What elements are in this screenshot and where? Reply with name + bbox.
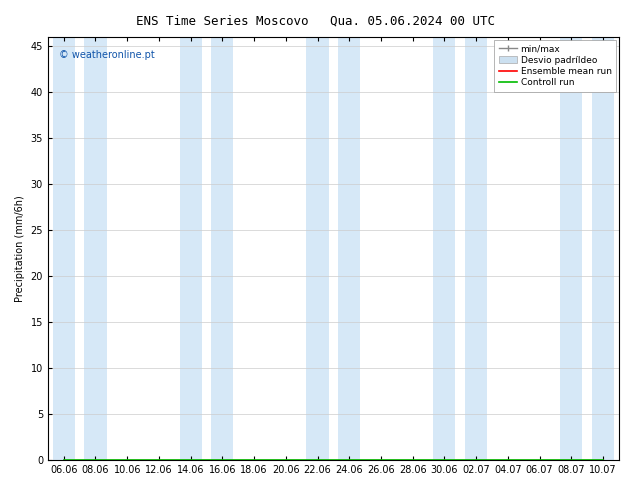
Bar	[433, 37, 455, 460]
Text: © weatheronline.pt: © weatheronline.pt	[60, 50, 155, 60]
Text: Qua. 05.06.2024 00 UTC: Qua. 05.06.2024 00 UTC	[330, 15, 495, 28]
Bar	[560, 37, 583, 460]
Bar	[53, 37, 75, 460]
Y-axis label: Precipitation (mm/6h): Precipitation (mm/6h)	[15, 195, 25, 302]
Bar	[211, 37, 233, 460]
Bar	[338, 37, 360, 460]
Bar	[306, 37, 328, 460]
Bar	[179, 37, 202, 460]
Legend: min/max, Desvio padríldeo, Ensemble mean run, Controll run: min/max, Desvio padríldeo, Ensemble mean…	[495, 40, 616, 92]
Bar	[84, 37, 107, 460]
Bar	[592, 37, 614, 460]
Bar	[465, 37, 487, 460]
Text: ENS Time Series Moscovo: ENS Time Series Moscovo	[136, 15, 308, 28]
